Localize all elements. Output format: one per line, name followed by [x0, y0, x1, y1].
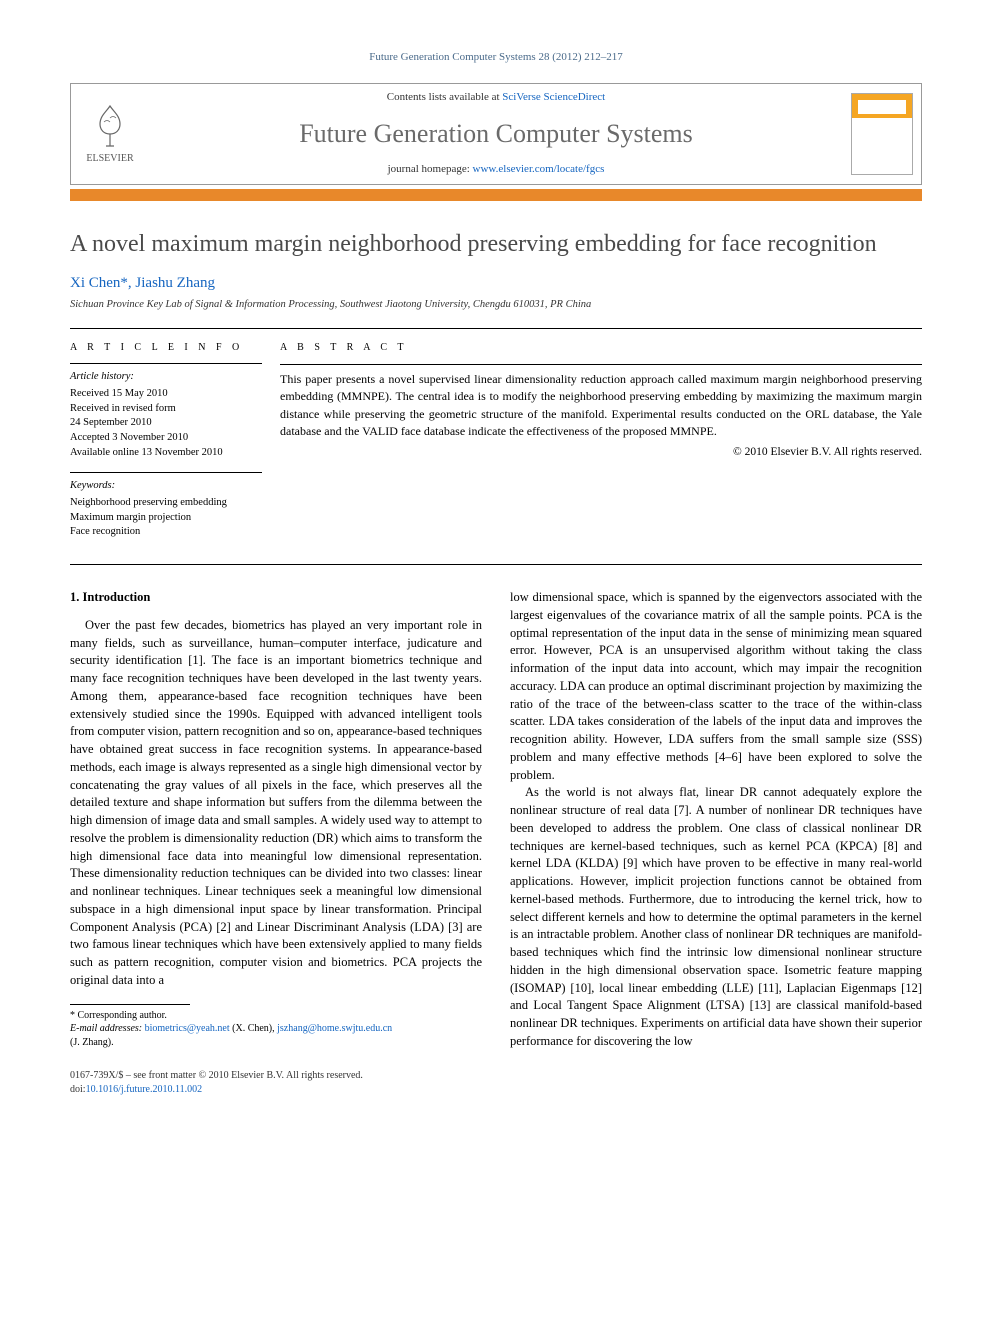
section-1-heading: 1. Introduction — [70, 589, 482, 607]
header-center: Contents lists available at SciVerse Sci… — [149, 84, 843, 183]
header-right — [843, 84, 921, 183]
abstract-column: A B S T R A C T This paper presents a no… — [280, 329, 922, 564]
corresponding-mark: * — [120, 275, 128, 291]
abstract-heading: A B S T R A C T — [280, 341, 922, 356]
email-line: E-mail addresses: biometrics@yeah.net (X… — [70, 1022, 482, 1036]
journal-header: ELSEVIER Contents lists available at Sci… — [70, 83, 922, 184]
corresponding-note: * Corresponding author. — [70, 1009, 482, 1023]
publisher-logo-block: ELSEVIER — [71, 84, 149, 183]
front-matter-line: 0167-739X/$ – see front matter © 2010 El… — [70, 1069, 363, 1083]
journal-title: Future Generation Computer Systems — [299, 116, 693, 152]
author-1: Xi Chen — [70, 275, 120, 291]
revised-label: Received in revised form — [70, 402, 262, 417]
keyword-2: Maximum margin projection — [70, 511, 262, 526]
keyword-3: Face recognition — [70, 525, 262, 540]
doi-line: doi:10.1016/j.future.2010.11.002 — [70, 1083, 363, 1097]
homepage-line: journal homepage: www.elsevier.com/locat… — [388, 162, 605, 177]
journal-reference: Future Generation Computer Systems 28 (2… — [70, 50, 922, 65]
elsevier-tree-icon — [86, 102, 134, 150]
homepage-link[interactable]: www.elsevier.com/locate/fgcs — [473, 163, 605, 175]
body-two-column: 1. Introduction Over the past few decade… — [70, 589, 922, 1051]
article-info-heading: A R T I C L E I N F O — [70, 341, 262, 355]
intro-para-1: Over the past few decades, biometrics ha… — [70, 617, 482, 990]
doi-prefix: doi: — [70, 1084, 86, 1095]
page: Future Generation Computer Systems 28 (2… — [0, 0, 992, 1137]
keyword-1: Neighborhood preserving embedding — [70, 496, 262, 511]
info-abstract-row: A R T I C L E I N F O Article history: R… — [70, 329, 922, 564]
keywords-label: Keywords: — [70, 479, 262, 494]
corresp-text: Corresponding author. — [78, 1010, 167, 1021]
left-column: 1. Introduction Over the past few decade… — [70, 589, 482, 1051]
email-1[interactable]: biometrics@yeah.net — [145, 1023, 230, 1034]
revised-date: 24 September 2010 — [70, 416, 262, 431]
email-label: E-mail addresses: — [70, 1023, 142, 1034]
right-column: low dimensional space, which is spanned … — [510, 589, 922, 1051]
email-1-who: (X. Chen), — [230, 1023, 278, 1034]
doi-link[interactable]: 10.1016/j.future.2010.11.002 — [86, 1084, 203, 1095]
history-label: Article history: — [70, 370, 262, 385]
email-2-who: (J. Zhang). — [70, 1036, 482, 1050]
online-date: Available online 13 November 2010 — [70, 446, 262, 461]
article-history: Article history: Received 15 May 2010 Re… — [70, 364, 262, 460]
article-title: A novel maximum margin neighborhood pres… — [70, 229, 922, 259]
affiliation: Sichuan Province Key Lab of Signal & Inf… — [70, 298, 922, 313]
abstract-text: This paper presents a novel supervised l… — [280, 365, 922, 441]
corresp-ast: * — [70, 1010, 75, 1021]
keywords-block: Keywords: Neighborhood preserving embedd… — [70, 473, 262, 540]
article-info-column: A R T I C L E I N F O Article history: R… — [70, 329, 280, 564]
footnotes: * Corresponding author. E-mail addresses… — [70, 1009, 482, 1050]
journal-cover-thumbnail — [851, 93, 913, 175]
email-2[interactable]: jszhang@home.swjtu.edu.cn — [277, 1023, 392, 1034]
received-date: Received 15 May 2010 — [70, 387, 262, 402]
bottom-bar: 0167-739X/$ – see front matter © 2010 El… — [70, 1069, 922, 1097]
rule-bottom — [70, 564, 922, 565]
authors: Xi Chen*, Jiashu Zhang — [70, 273, 922, 294]
bottom-left: 0167-739X/$ – see front matter © 2010 El… — [70, 1069, 363, 1097]
contents-prefix: Contents lists available at — [387, 91, 502, 103]
footnote-rule — [70, 1004, 190, 1005]
author-2: Jiashu Zhang — [135, 275, 215, 291]
intro-para-2b: As the world is not always flat, linear … — [510, 784, 922, 1050]
intro-para-2a: low dimensional space, which is spanned … — [510, 589, 922, 784]
sciencedirect-link[interactable]: SciVerse ScienceDirect — [502, 91, 605, 103]
accepted-date: Accepted 3 November 2010 — [70, 431, 262, 446]
abstract-copyright: © 2010 Elsevier B.V. All rights reserved… — [280, 444, 922, 461]
homepage-prefix: journal homepage: — [388, 163, 473, 175]
publisher-name: ELSEVIER — [86, 152, 133, 166]
contents-line: Contents lists available at SciVerse Sci… — [387, 90, 605, 105]
orange-divider-bar — [70, 189, 922, 201]
